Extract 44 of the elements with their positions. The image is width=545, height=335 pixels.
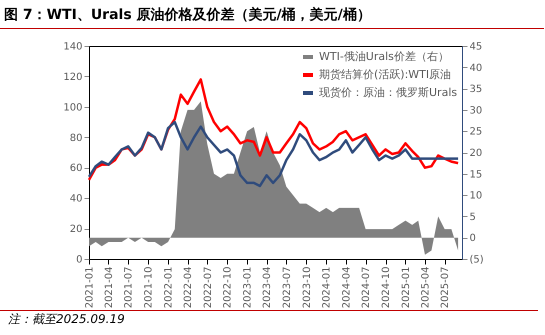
legend-label: WTI-俄油Urals价差（右） [319,50,449,63]
x-tick-label: 2022-01 [164,266,175,308]
y2-tick-label: (5) [470,254,484,266]
line-series [88,120,460,188]
x-tick-label: 2021-04 [104,266,115,308]
y-tick-label: 40 [70,194,82,205]
x-tick-label: 2025-04 [420,266,432,308]
y2-tick-label: 0 [470,233,476,244]
x-tick-label: 2023-01 [242,266,254,308]
y2-tick-label: 40 [470,62,482,74]
y-tick-label: 60 [70,163,82,174]
y2-tick-label: 20 [470,148,482,159]
x-tick-label: 2021-07 [124,266,135,308]
x-tick-label: 2024-10 [381,266,392,308]
text: 注：截至2025.09.19 [0,310,538,328]
y-tick-label: 100 [63,102,82,114]
x-tick-label: 2024-04 [341,266,352,308]
x-tick-label: 2023-10 [302,266,313,308]
x-tick-label: 2021-10 [144,266,155,308]
x-tick-label: 2025-01 [400,266,412,308]
y2-tick-label: 30 [470,105,482,116]
y2-tick-label: 35 [470,84,482,96]
x-tick-label: 2025-07 [440,266,452,308]
y-tick-label: 120 [63,72,82,83]
y2-tick-label: 25 [470,126,482,138]
x-tick-label: 2022-04 [183,266,194,308]
x-tick-label: 2024-01 [322,266,333,308]
x-tick-label: 2022-10 [222,266,234,308]
y-tick-label: 20 [70,224,82,236]
x-tick-label: 2023-07 [282,266,293,308]
y2-tick-label: 10 [470,190,482,202]
chart-title: 图 7：WTI、Urals 原油价格及价差（美元/桶，美元/桶） [0,0,544,29]
x-tick-label: 2021-01 [84,266,96,308]
y-tick-label: 80 [70,132,82,144]
y2-tick-label: 5 [470,212,476,223]
y2-tick-label: 15 [470,169,482,180]
x-tick-label: 2023-04 [262,266,274,308]
legend-label: 现货价：原油：俄罗斯Urals [319,86,458,99]
y-tick-label: 0 [76,254,82,266]
y-tick-label: 140 [63,42,82,52]
y2-tick-label: 45 [470,42,482,52]
x-tick-label: 2024-07 [361,266,372,308]
legend-label: 期货结算价(活跃):WTI原油 [319,68,452,81]
x-tick-label: 2022-07 [202,266,214,308]
